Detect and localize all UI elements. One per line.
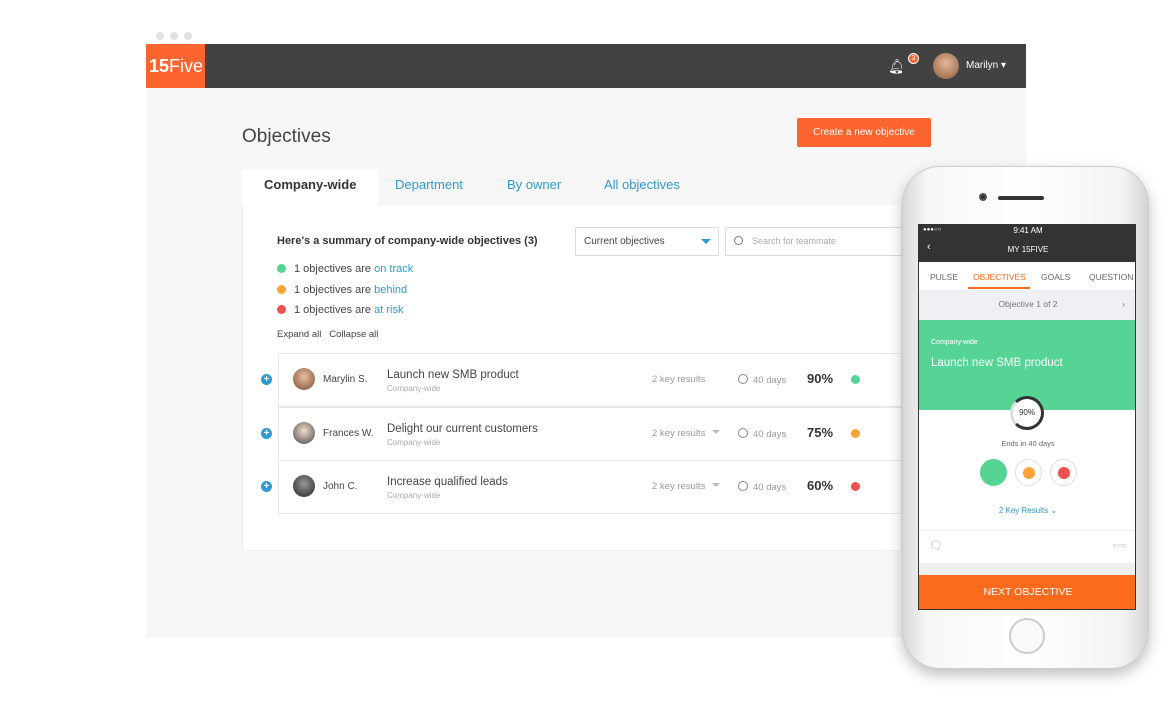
phone-tab-pulse[interactable]: PULSE <box>930 272 958 282</box>
objective-row[interactable]: + Frances W. Delight our current custome… <box>261 407 902 461</box>
notification-badge: 3 <box>908 53 919 64</box>
phone-mockup: ●●●○○ 9:41 AM ‹ MY 15FIVE PULSE OBJECTIV… <box>902 166 1149 669</box>
expand-all-link[interactable]: Expand all <box>277 329 322 340</box>
clock-icon <box>738 428 748 438</box>
objective-title[interactable]: Delight our current customers <box>387 423 538 435</box>
phone-ends: Ends in 40 days <box>1001 439 1055 448</box>
objective-scope: Company-wide <box>387 438 441 447</box>
logo[interactable]: 15Five <box>146 44 205 88</box>
user-menu[interactable]: Marilyn ▾ <box>966 60 1007 71</box>
caret-down-icon <box>712 430 721 434</box>
back-icon[interactable]: ‹ <box>927 241 931 253</box>
bell-icon[interactable]: 🔔︎ <box>888 58 902 74</box>
comment-icon[interactable]: 🗨︎ <box>929 540 943 552</box>
expand-icon[interactable]: + <box>261 374 272 385</box>
phone-tab-objectives[interactable]: OBJECTIVES <box>973 272 1026 282</box>
objective-pager: Objective 1 of 2 › <box>919 290 1135 320</box>
progress-percent: 75% <box>807 425 834 440</box>
phone-screen: ●●●○○ 9:41 AM ‹ MY 15FIVE PULSE OBJECTIV… <box>918 224 1136 610</box>
objective-title[interactable]: Increase qualified leads <box>387 476 508 488</box>
signal-icon: ●●●○○ <box>923 227 942 233</box>
status-at-risk: 1 objectives are at risk <box>277 304 403 316</box>
caret-down-icon <box>701 239 711 244</box>
caret-down-icon <box>712 483 721 487</box>
owner-name: John C. <box>323 481 358 492</box>
on-track-link[interactable]: on track <box>374 263 414 275</box>
tab-company-wide[interactable]: Company-wide <box>242 170 379 205</box>
speaker <box>998 196 1044 200</box>
app-window: 15Five 🔔︎ 3 Marilyn ▾ Objectives Create … <box>146 44 1026 637</box>
days-remaining: 40 days <box>738 374 786 386</box>
search-icon <box>734 236 743 245</box>
status-behind-button[interactable] <box>1015 459 1042 486</box>
tab-all-objectives[interactable]: All objectives <box>604 177 680 192</box>
page-title: Objectives <box>242 126 331 147</box>
status-on-track: 1 objectives are on track <box>277 263 413 275</box>
phone-time: 9:41 AM <box>1013 226 1043 235</box>
camera <box>981 195 985 199</box>
user-avatar[interactable] <box>933 53 959 79</box>
days-remaining: 40 days <box>738 481 786 493</box>
expand-icon[interactable]: + <box>261 481 272 492</box>
key-results-toggle[interactable]: 2 Key Results ⌄ <box>998 506 1058 515</box>
next-objective-button[interactable]: NEXT OBJECTIVE <box>919 575 1135 609</box>
caret-down-icon: ▾ <box>1001 60 1007 71</box>
objective-filter-select[interactable]: Current objectives <box>575 227 719 256</box>
clock-icon <box>738 481 748 491</box>
status-on-track-button[interactable] <box>980 459 1007 486</box>
top-bar: 15Five 🔔︎ 3 Marilyn ▾ <box>146 44 1026 88</box>
phone-title: MY 15FIVE <box>1007 245 1049 254</box>
progress-ring: 90% <box>1010 396 1044 430</box>
expand-icon[interactable]: + <box>261 428 272 439</box>
window-controls <box>156 27 198 45</box>
key-results-toggle[interactable]: 2 key results <box>652 374 706 385</box>
status-dot <box>851 375 860 384</box>
at-risk-link[interactable]: at risk <box>374 304 404 316</box>
phone-header: ●●●○○ 9:41 AM ‹ MY 15FIVE <box>919 225 1135 262</box>
days-remaining: 40 days <box>738 428 786 440</box>
tab-department[interactable]: Department <box>395 177 463 192</box>
objective-row[interactable]: + Marylin S. Launch new SMB product Comp… <box>261 353 902 407</box>
phone-tab-questions[interactable]: QUESTION <box>1089 272 1134 282</box>
home-button <box>1009 618 1045 654</box>
teammate-search-input[interactable]: Search for teammate <box>725 227 903 256</box>
status-behind: 1 objectives are behind <box>277 284 407 296</box>
objective-title[interactable]: Launch new SMB product <box>387 369 519 381</box>
owner-avatar <box>293 368 315 390</box>
phone-footer: 🗨︎ ○○○ <box>919 530 1135 563</box>
owner-name: Frances W. <box>323 428 374 439</box>
phone-objective-title: Launch new SMB product <box>931 357 1063 369</box>
key-results-toggle[interactable]: 2 key results <box>652 481 721 492</box>
collapse-all-link[interactable]: Collapse all <box>329 329 379 340</box>
progress-percent: 90% <box>807 371 834 386</box>
objective-header: Company-wide Launch new SMB product <box>919 320 1135 410</box>
active-tab-indicator <box>968 287 1030 289</box>
create-objective-button[interactable]: Create a new objective <box>797 118 931 147</box>
objective-scope: Company-wide <box>387 384 441 393</box>
expand-controls: Expand all Collapse all <box>277 329 378 340</box>
objective-row[interactable]: + John C. Increase qualified leads Compa… <box>261 460 902 514</box>
clock-icon <box>738 374 748 384</box>
objectives-panel: Here's a summary of company-wide objecti… <box>242 205 903 551</box>
progress-percent: 60% <box>807 478 834 493</box>
phone-tab-goals[interactable]: GOALS <box>1041 272 1071 282</box>
owner-name: Marylin S. <box>323 374 368 385</box>
key-results-toggle[interactable]: 2 key results <box>652 428 721 439</box>
status-at-risk-button[interactable] <box>1050 459 1077 486</box>
status-dot <box>851 429 860 438</box>
summary-title: Here's a summary of company-wide objecti… <box>277 235 538 247</box>
status-dot <box>851 482 860 491</box>
more-icon[interactable]: ○○○ <box>1112 541 1128 550</box>
phone-scope: Company-wide <box>931 339 978 346</box>
behind-link[interactable]: behind <box>374 284 408 296</box>
objective-scope: Company-wide <box>387 491 441 500</box>
phone-tabs: PULSE OBJECTIVES GOALS QUESTION <box>919 262 1135 290</box>
objective-detail: 90% Ends in 40 days 2 Key Results ⌄ <box>919 396 1135 530</box>
owner-avatar <box>293 422 315 444</box>
chevron-right-icon[interactable]: › <box>1122 299 1125 309</box>
tab-by-owner[interactable]: By owner <box>507 177 562 192</box>
owner-avatar <box>293 475 315 497</box>
